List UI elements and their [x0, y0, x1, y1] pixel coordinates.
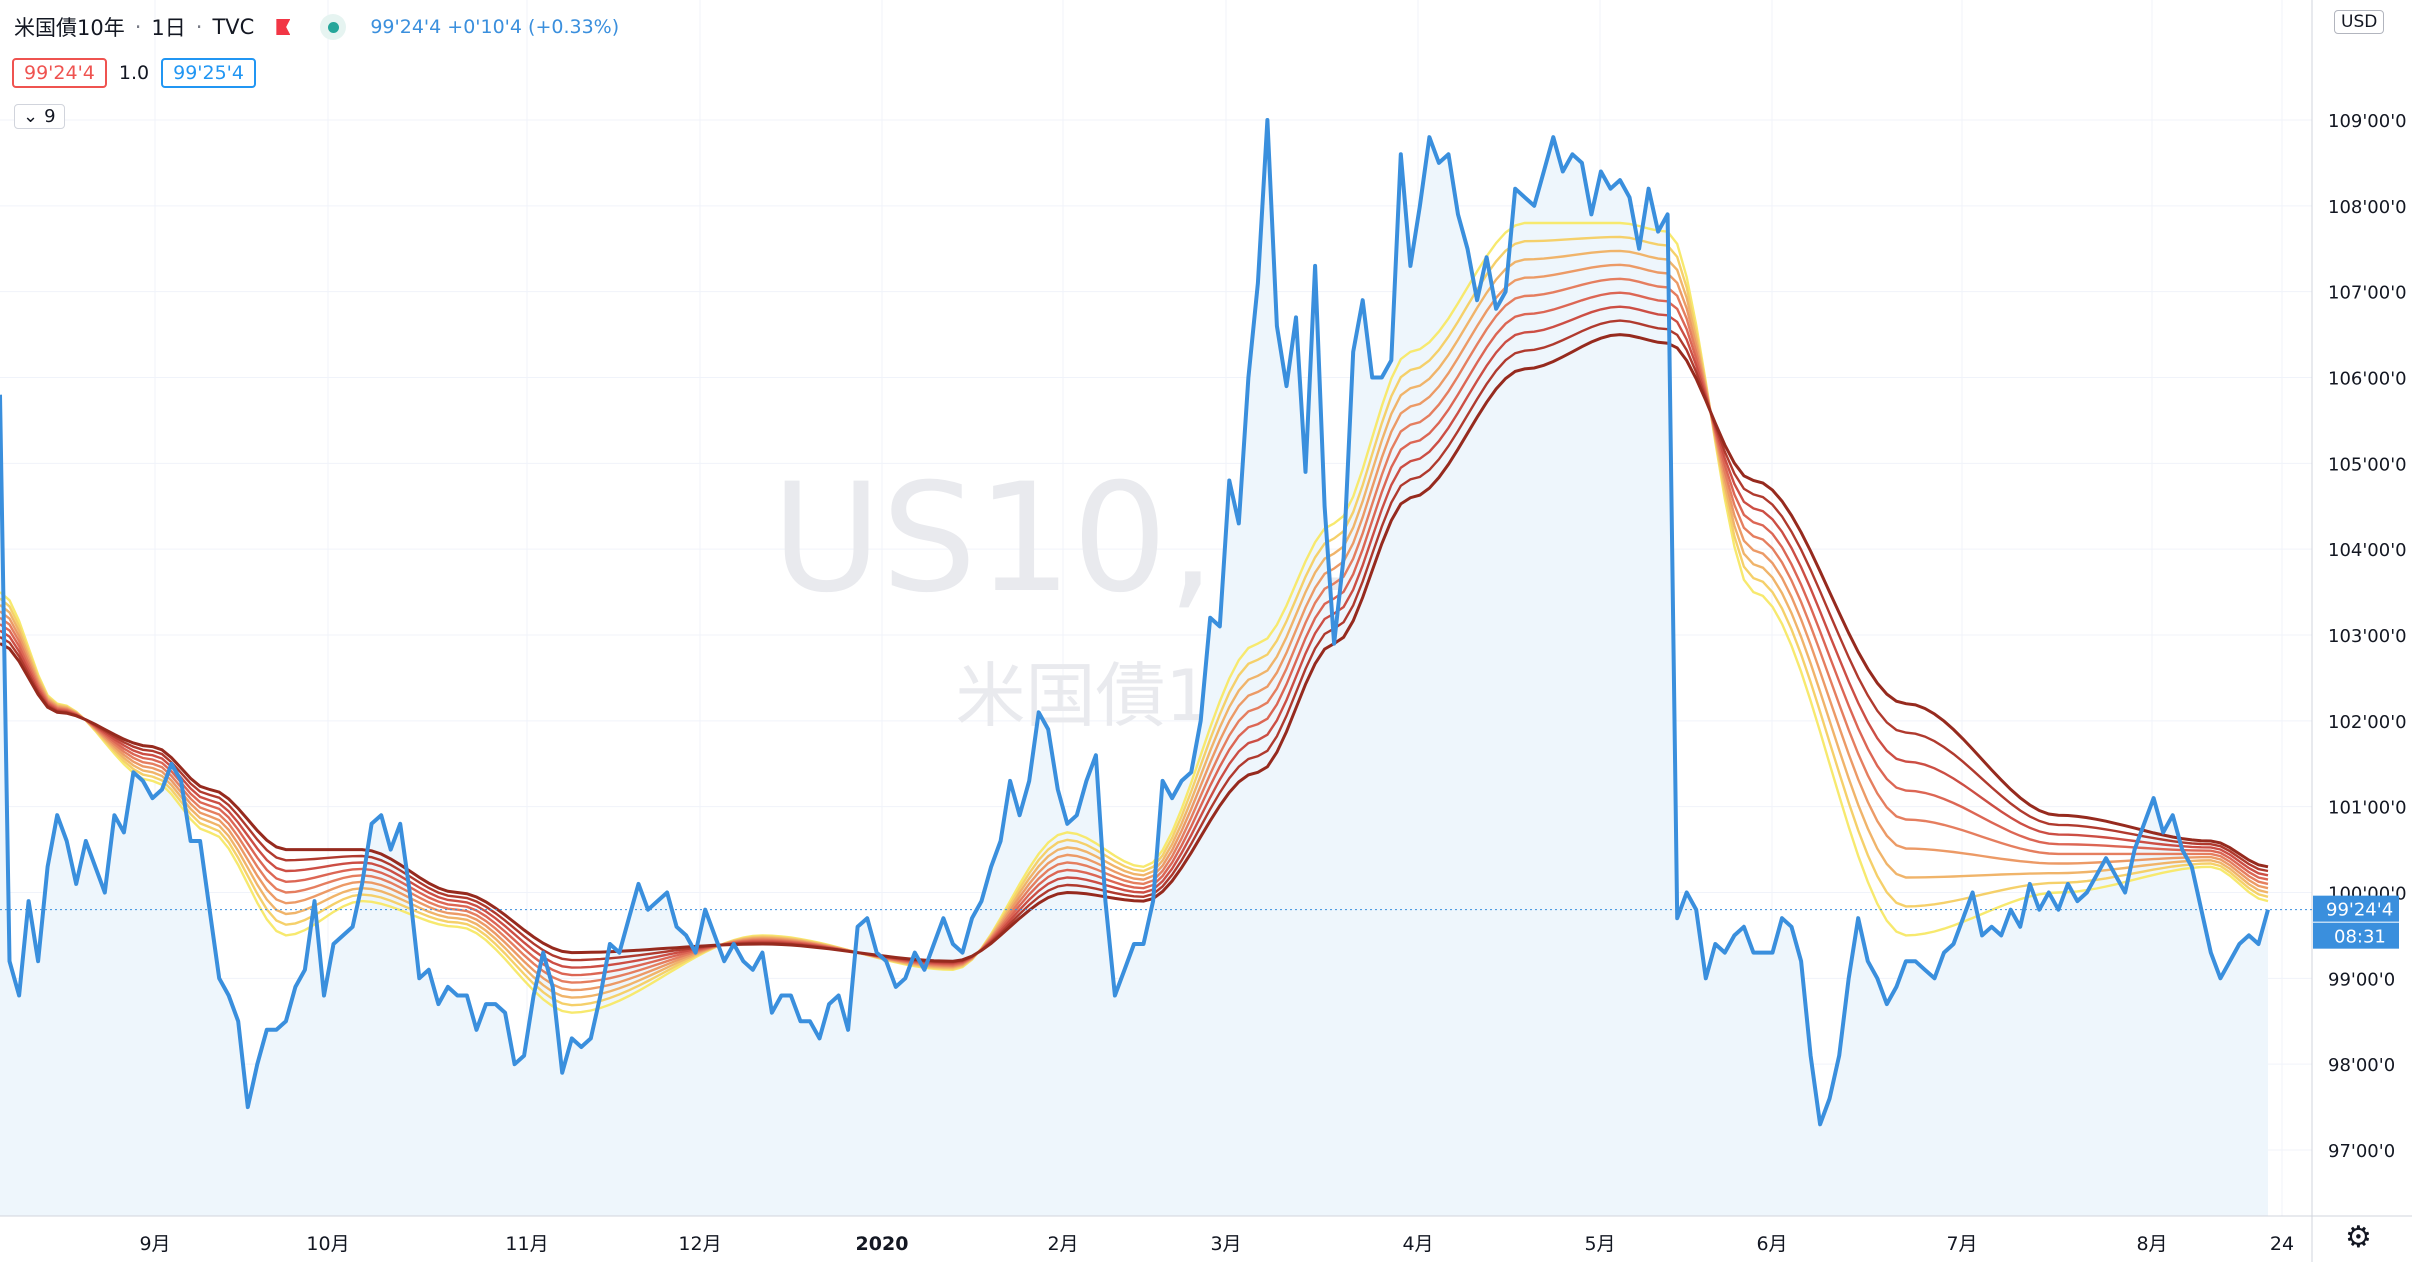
price-series — [0, 118, 2270, 1127]
time-tick-label: 10月 — [306, 1233, 349, 1255]
price-tick-label: 103'00'0 — [2328, 626, 2407, 647]
currency-badge[interactable]: USD — [2334, 10, 2385, 34]
price-area — [0, 120, 2268, 1216]
time-tick-label: 12月 — [678, 1233, 721, 1255]
time-tick-label: 6月 — [1756, 1233, 1787, 1255]
ribbon-line — [0, 235, 2269, 1007]
ribbon-line — [0, 263, 2269, 992]
indicators-count: 9 — [44, 106, 56, 127]
gear-icon[interactable]: ⚙ — [2345, 1220, 2372, 1255]
symbol-name[interactable]: 米国債10年 — [14, 16, 125, 40]
interval-label[interactable]: 1日 — [151, 16, 186, 40]
price-tick-label: 99'00'0 — [2328, 969, 2395, 990]
time-tick-label: 3月 — [1210, 1233, 1241, 1255]
price-tick-label: 105'00'0 — [2328, 454, 2407, 475]
price-tick-label: 102'00'0 — [2328, 712, 2407, 733]
time-tick-label: 4月 — [1402, 1233, 1433, 1255]
spread-label: 1.0 — [118, 62, 150, 84]
price-tick-label: 97'00'0 — [2328, 1141, 2395, 1162]
buy-button[interactable]: 99'25'4 — [161, 58, 256, 88]
ribbon-line — [0, 277, 2269, 984]
ribbon-line — [0, 319, 2269, 964]
last-price-tag-bg — [2313, 895, 2399, 922]
indicators-toggle[interactable]: ⌄ 9 — [14, 104, 65, 129]
time-tick-label: 9月 — [139, 1233, 170, 1255]
bid-ask-row: 99'24'4 1.0 99'25'4 — [12, 58, 256, 88]
price-tick-label: 107'00'0 — [2328, 283, 2407, 304]
ribbon-line — [0, 249, 2269, 999]
time-tick-label: 7月 — [1946, 1233, 1977, 1255]
chevron-down-icon: ⌄ — [23, 106, 39, 127]
price-tick-label: 104'00'0 — [2328, 540, 2407, 561]
time-tick-label: 24 — [2270, 1233, 2294, 1255]
price-tick-label: 108'00'0 — [2328, 197, 2407, 218]
sell-button[interactable]: 99'24'4 — [12, 58, 107, 88]
quote-change: 99'24'4 +0'10'4 (+0.33%) — [370, 16, 620, 38]
ribbon-line — [0, 305, 2269, 969]
exchange-label: TVC — [212, 15, 255, 39]
price-tick-label: 109'00'0 — [2328, 111, 2407, 132]
ribbon-line — [0, 333, 2269, 963]
ribbon-lines — [0, 221, 2269, 1014]
ribbon-line — [0, 291, 2269, 977]
price-tick-label: 101'00'0 — [2328, 798, 2407, 819]
time-tick-label: 2月 — [1047, 1233, 1078, 1255]
time-tick-label: 11月 — [505, 1233, 548, 1255]
last-price-tag: 99'24'4 — [2326, 900, 2393, 921]
price-line — [0, 118, 2270, 1127]
time-tick-label: 5月 — [1584, 1233, 1615, 1255]
legend-header: 米国債10年 · 1日 · TVC 99'24'4 +0'10'4 (+0.33… — [14, 12, 619, 42]
time-tick-label: 2020 — [856, 1233, 909, 1255]
price-tick-label: 98'00'0 — [2328, 1055, 2395, 1076]
time-tick-label: 8月 — [2136, 1233, 2167, 1255]
countdown-tag: 08:31 — [2334, 927, 2386, 948]
price-tick-label: 106'00'0 — [2328, 369, 2407, 390]
countdown-tag-bg — [2313, 922, 2399, 949]
market-status-icon[interactable] — [320, 14, 347, 40]
flag-icon[interactable] — [276, 19, 291, 35]
ribbon-line — [0, 221, 2269, 1014]
price-area-fill — [0, 120, 2268, 1216]
price-tags: 99'24'4 08:31 — [0, 895, 2399, 949]
